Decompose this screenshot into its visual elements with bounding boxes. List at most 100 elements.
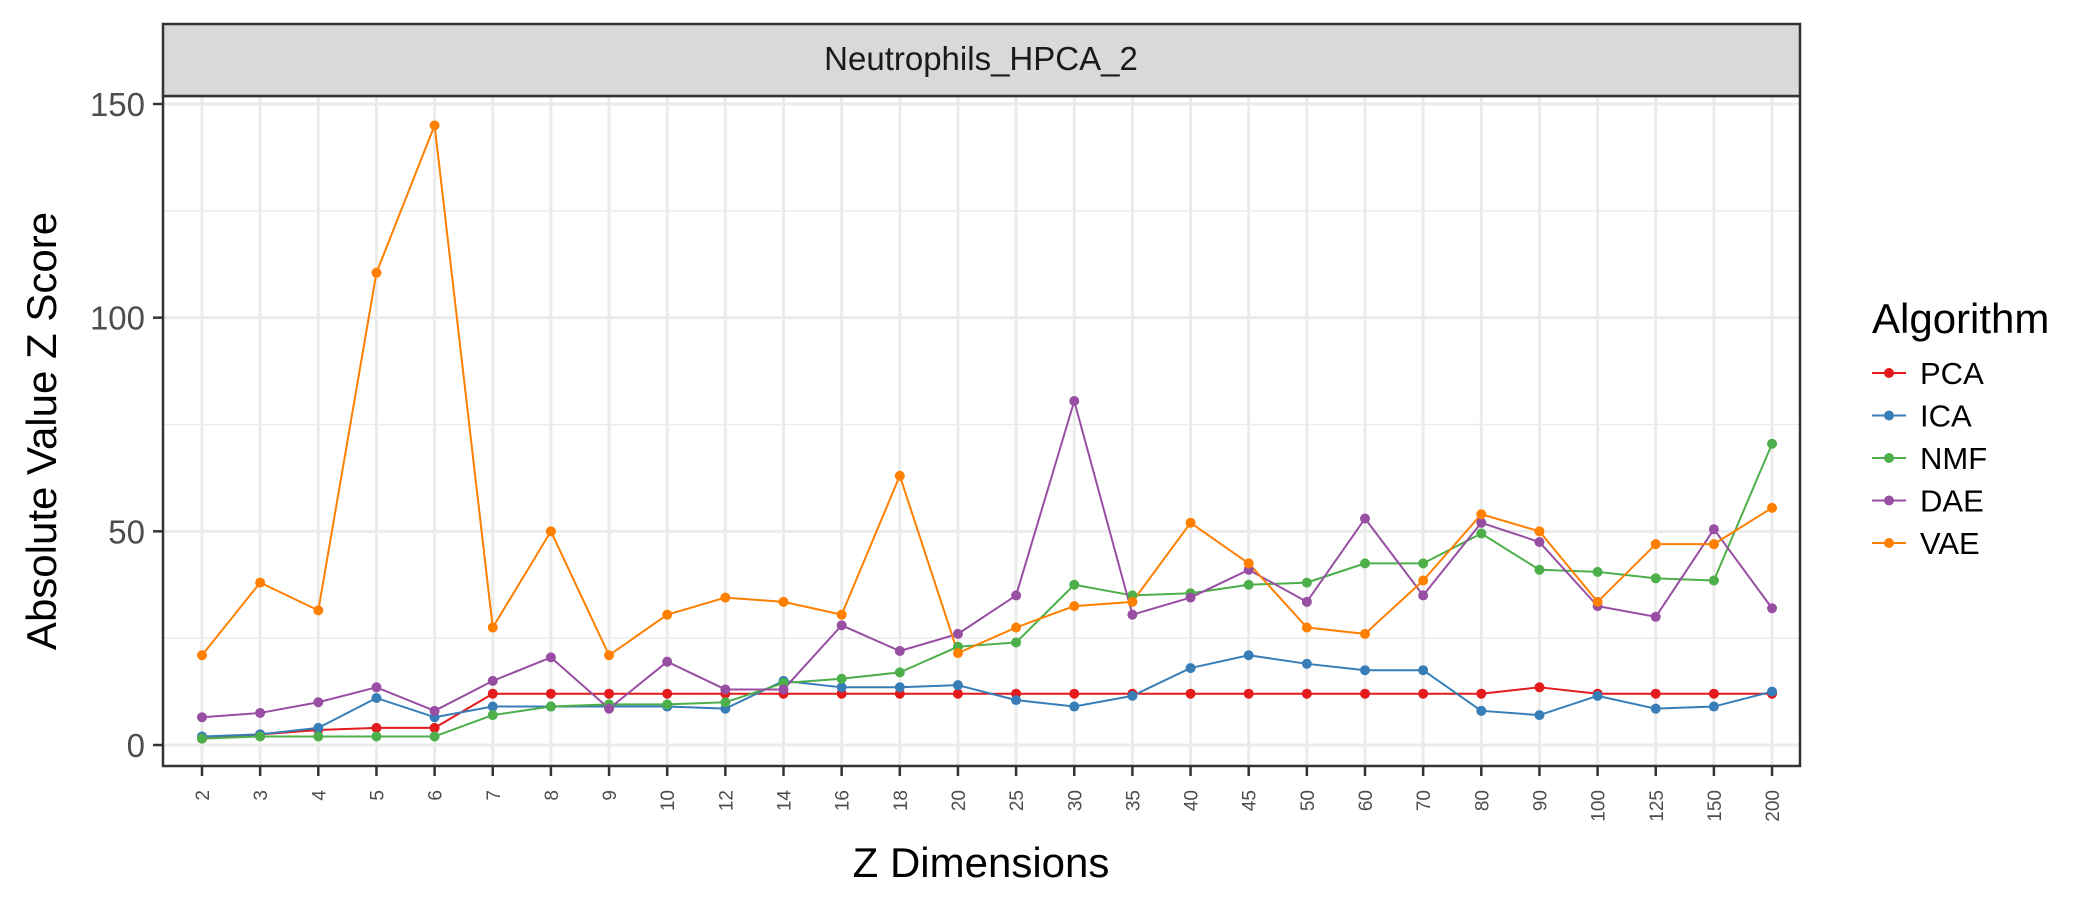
data-point-dae <box>1069 395 1080 406</box>
data-point-vae <box>952 648 963 659</box>
data-point-nmf <box>1534 564 1545 575</box>
data-point-dae <box>255 707 266 718</box>
data-point-nmf <box>429 731 440 742</box>
data-point-nmf <box>1011 637 1022 648</box>
data-point-dae <box>1767 603 1778 614</box>
x-tick-label: 125 <box>1647 790 1668 822</box>
data-point-pca <box>1534 682 1545 693</box>
data-point-vae <box>1767 502 1778 513</box>
data-point-vae <box>371 267 382 278</box>
data-point-ica <box>1243 650 1254 661</box>
legend-key-point-ica <box>1884 410 1894 421</box>
data-point-nmf <box>1767 438 1778 449</box>
data-point-dae <box>720 684 731 695</box>
data-point-pca <box>952 688 963 699</box>
data-point-dae <box>604 703 615 714</box>
x-tick-label: 5 <box>367 790 388 801</box>
data-point-pca <box>1418 688 1429 699</box>
x-tick-label: 12 <box>716 790 737 811</box>
data-point-nmf <box>1301 577 1312 588</box>
data-point-vae <box>1360 628 1370 639</box>
data-point-dae <box>894 645 905 656</box>
series-line-ica <box>201 654 1773 738</box>
data-point-ica <box>487 701 498 712</box>
data-point-nmf <box>1650 573 1661 584</box>
data-point-vae <box>1069 601 1080 612</box>
data-point-vae <box>720 592 731 603</box>
data-point-nmf <box>1708 575 1719 586</box>
x-tick-label: 20 <box>949 790 970 811</box>
data-point-pca <box>487 688 498 699</box>
data-point-dae <box>313 697 324 708</box>
data-point-pca <box>1069 688 1080 699</box>
data-point-ica <box>1301 658 1312 669</box>
data-point-vae <box>487 622 498 633</box>
data-point-nmf <box>836 673 847 684</box>
data-point-nmf <box>1476 528 1487 539</box>
data-point-vae <box>1650 539 1661 550</box>
x-tick-label: 25 <box>1007 790 1028 811</box>
data-point-ica <box>1708 701 1719 712</box>
data-point-ica <box>952 680 963 691</box>
data-point-ica <box>313 722 324 733</box>
data-point-dae <box>1476 517 1487 528</box>
legend-label-dae: DAE <box>1920 484 1984 519</box>
data-point-dae <box>487 675 498 686</box>
data-point-nmf <box>1069 579 1080 590</box>
data-point-vae <box>1476 509 1487 520</box>
data-point-vae <box>1534 526 1545 537</box>
x-tick-label: 45 <box>1240 790 1261 811</box>
legend-item-nmf: NMF <box>1872 441 1987 476</box>
data-point-dae <box>545 652 556 663</box>
data-point-dae <box>778 684 789 695</box>
y-tick-label: 50 <box>108 513 145 550</box>
data-point-nmf <box>313 731 324 742</box>
data-point-vae <box>894 470 905 481</box>
data-point-dae <box>952 628 963 639</box>
data-point-pca <box>545 688 556 699</box>
data-point-dae <box>429 705 440 716</box>
data-point-ica <box>836 682 847 693</box>
plot-panel <box>163 96 1800 766</box>
data-point-nmf <box>720 697 731 708</box>
legend-label-vae: VAE <box>1920 526 1980 561</box>
x-tick-label: 100 <box>1589 790 1610 822</box>
data-point-vae <box>255 577 266 588</box>
x-tick-label: 16 <box>833 790 854 811</box>
series-lines <box>201 124 1773 740</box>
x-tick-label: 40 <box>1182 790 1203 811</box>
data-point-ica <box>894 682 905 693</box>
data-point-vae <box>1185 517 1196 528</box>
data-point-ica <box>1127 690 1138 701</box>
data-point-pca <box>1301 688 1312 699</box>
y-tick-label: 0 <box>127 727 145 764</box>
data-point-dae <box>1534 537 1545 548</box>
legend-key-point-pca <box>1884 368 1894 378</box>
legend-item-pca: PCA <box>1872 356 1984 391</box>
x-tick-label: 10 <box>658 790 679 811</box>
data-point-pca <box>1185 688 1196 699</box>
data-point-vae <box>1243 558 1254 569</box>
x-tick-label: 8 <box>542 790 563 801</box>
series-line-dae <box>201 399 1773 719</box>
x-axis-title: Z Dimensions <box>853 839 1110 886</box>
data-point-dae <box>662 656 673 667</box>
legend: PCA ICA NMF DAE VAE <box>1872 356 1987 561</box>
series-line-pca <box>201 686 1773 740</box>
data-point-vae <box>197 650 207 661</box>
x-tick-label: 35 <box>1123 790 1144 811</box>
data-point-ica <box>1534 710 1545 721</box>
x-tick-label: 200 <box>1763 790 1784 822</box>
data-point-pca <box>1650 688 1661 699</box>
y-axis: 0 50 100 150 <box>90 86 163 764</box>
data-point-vae <box>1301 622 1312 633</box>
data-point-nmf <box>1592 566 1603 577</box>
data-point-vae <box>1418 575 1429 586</box>
x-tick-label: 50 <box>1298 790 1319 811</box>
data-point-vae <box>545 526 556 537</box>
legend-title: Algorithm <box>1872 295 2049 342</box>
x-tick-label: 3 <box>251 790 272 801</box>
legend-label-ica: ICA <box>1920 399 1972 434</box>
